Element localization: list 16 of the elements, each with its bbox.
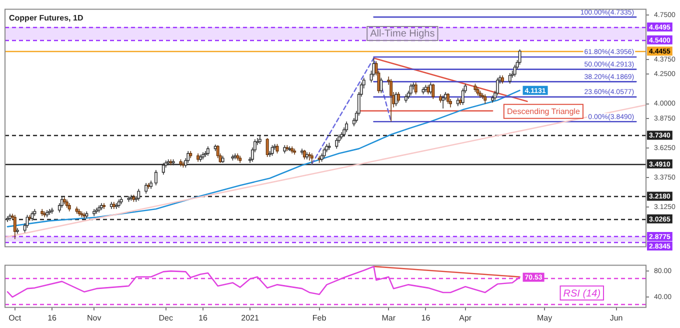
text: Copper Futures, 1D (9, 13, 84, 22)
x-tick-label: 16 (198, 313, 208, 322)
annotation: Descending Triangle (506, 107, 580, 116)
x-tick-label: Mar (382, 313, 396, 322)
x-tick-label: Dec (158, 313, 173, 322)
x-tick-label: Jun (610, 313, 623, 322)
band-label: All-Time Highs (370, 28, 435, 40)
x-tick-label: Nov (86, 313, 102, 322)
annotation: RSI (14) (563, 288, 601, 300)
x-tick-label: 16 (48, 313, 58, 322)
x-tick-label: Feb (312, 313, 327, 322)
x-tick-label: 16 (421, 313, 431, 322)
x-tick-label: May (536, 313, 552, 322)
x-tick-label: 2021 (241, 313, 260, 322)
x-tick-label: Apr (459, 313, 472, 322)
x-tick-label: Oct (8, 313, 22, 322)
